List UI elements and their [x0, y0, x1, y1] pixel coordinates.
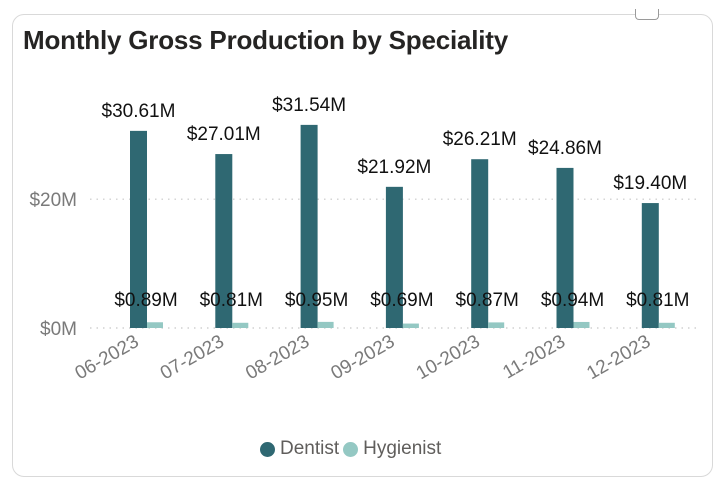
legend-item-dentist[interactable]: Dentist: [260, 438, 339, 460]
chart-legend: Dentist Hygienist: [260, 438, 445, 460]
legend-item-hygienist[interactable]: Hygienist: [343, 438, 441, 460]
bar-dentist: [471, 159, 489, 328]
bar-hygienist: [573, 321, 590, 328]
data-label-dentist: $24.86M: [528, 138, 602, 159]
data-label-hygienist: $0.69M: [370, 290, 433, 311]
bar-dentist: [385, 186, 403, 328]
bar-dentist: [215, 154, 233, 328]
x-tick-label: 08-2023: [242, 331, 313, 384]
data-label-hygienist: $0.81M: [200, 290, 263, 311]
legend-swatch-dentist: [260, 441, 275, 457]
bar-dentist: [300, 124, 318, 328]
legend-label-hygienist: Hygienist: [363, 438, 442, 459]
legend-label-dentist: Dentist: [280, 438, 340, 459]
x-tick-label: 10-2023: [413, 331, 484, 384]
data-label-dentist: $30.61M: [102, 101, 176, 122]
chart-title: Monthly Gross Production by Speciality: [23, 25, 509, 55]
bar-hygienist: [658, 322, 675, 328]
bar-dentist: [130, 130, 147, 328]
bar-dentist: [641, 203, 659, 328]
data-label-hygienist: $0.95M: [285, 290, 348, 311]
bar-hygienist: [488, 322, 505, 328]
focus-mode-icon[interactable]: [635, 9, 659, 20]
legend-swatch-hygienist: [343, 441, 359, 457]
data-label-dentist: $27.01M: [187, 124, 261, 145]
x-tick-label: 06-2023: [72, 331, 143, 384]
x-tick-label: 12-2023: [583, 331, 654, 384]
y-tick-label: $20M: [29, 190, 77, 211]
bar-hygienist: [232, 322, 249, 328]
bar-hygienist: [147, 322, 163, 328]
data-label-hygienist: $0.81M: [626, 290, 689, 311]
data-label-dentist: $21.92M: [357, 157, 431, 178]
data-label-dentist: $19.40M: [613, 173, 687, 194]
data-label-hygienist: $0.89M: [114, 290, 177, 311]
bar-hygienist: [402, 323, 419, 328]
x-tick-label: 07-2023: [157, 331, 228, 384]
bar-hygienist: [317, 321, 334, 328]
x-tick-label: 09-2023: [328, 331, 399, 384]
data-label-hygienist: $0.87M: [456, 290, 519, 311]
y-tick-label: $0M: [40, 319, 77, 340]
chart-card: [12, 9, 713, 477]
data-label-dentist: $31.54M: [272, 95, 346, 116]
data-label-hygienist: $0.94M: [541, 290, 604, 311]
data-label-dentist: $26.21M: [443, 129, 517, 150]
bar-dentist: [556, 167, 574, 328]
x-tick-label: 11-2023: [499, 331, 569, 383]
